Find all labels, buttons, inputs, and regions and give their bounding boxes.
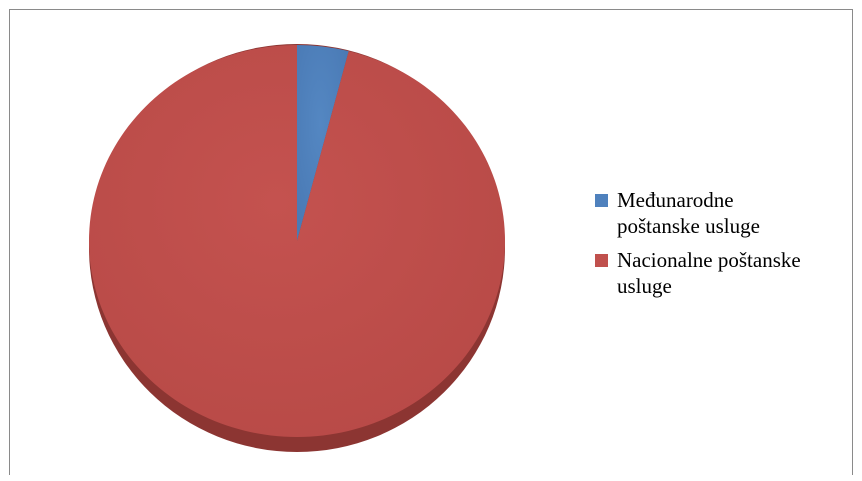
pie-slice-national <box>89 45 505 437</box>
legend-item-national: Nacionalne poštanske usluge <box>595 247 855 299</box>
legend-label-international-line-1: Međunarodne <box>617 188 734 212</box>
legend-label-national-line-1: Nacionalne poštanske <box>617 248 801 272</box>
legend: Međunarodne poštanske usluge Nacionalne … <box>595 187 855 307</box>
pie-slices <box>89 45 505 437</box>
legend-swatch-national <box>595 254 608 267</box>
legend-label-international-line-2: poštanske usluge <box>617 214 760 238</box>
legend-swatch-international <box>595 194 608 207</box>
legend-item-international: Međunarodne poštanske usluge <box>595 187 855 239</box>
pie-slice-international <box>297 45 349 241</box>
legend-label-national-line-2: usluge <box>617 274 672 298</box>
